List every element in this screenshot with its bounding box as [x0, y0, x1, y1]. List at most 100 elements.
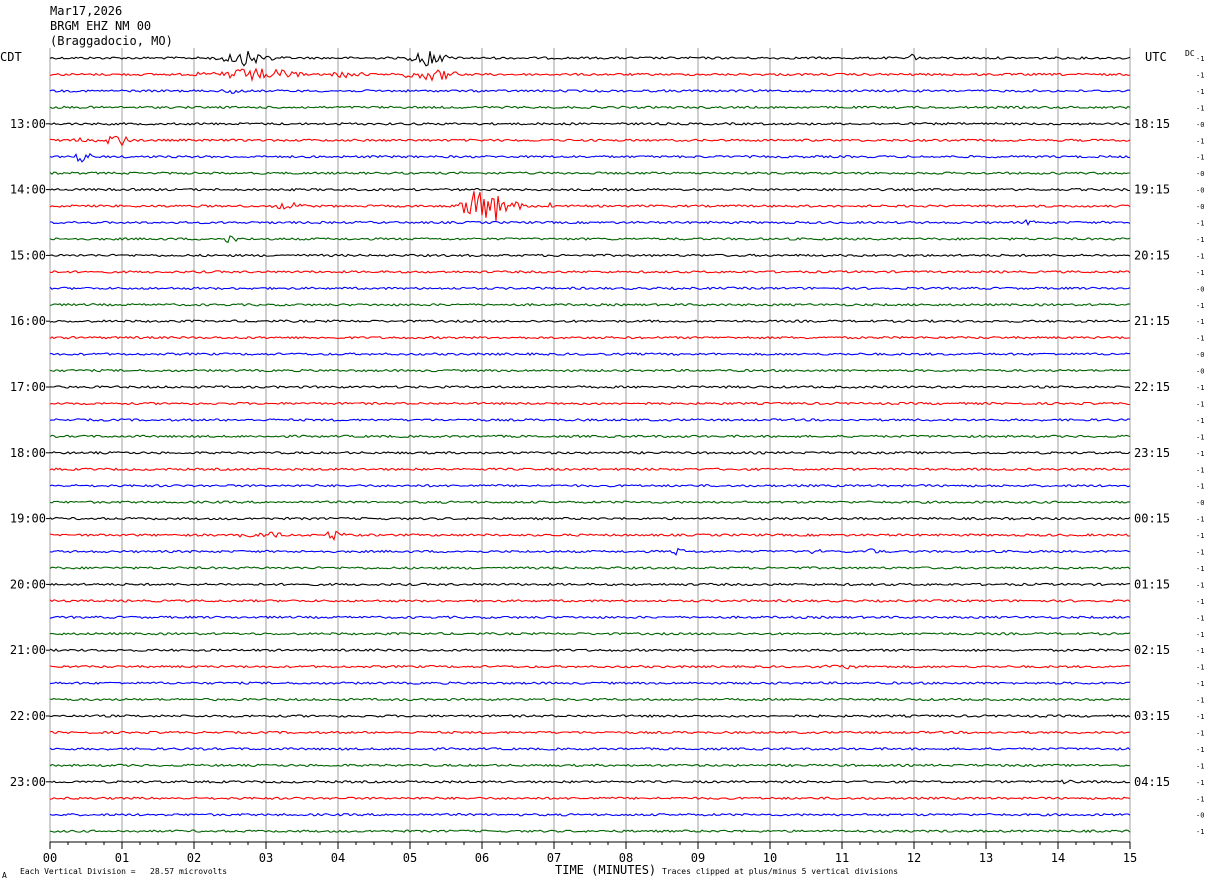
dc-offset-label: -1 [1196, 384, 1204, 392]
left-hour-label: 16:00 [10, 314, 46, 328]
x-tick-label: 14 [1051, 851, 1065, 865]
trace-row-44 [49, 779, 1131, 785]
right-hour-label: 20:15 [1134, 248, 1170, 262]
dc-offset-label: -1 [1196, 335, 1204, 343]
trace-row-15 [49, 302, 1131, 307]
dc-offset-label: -0 [1196, 170, 1204, 178]
x-tick-label: 06 [475, 851, 489, 865]
trace-row-11 [49, 235, 1131, 244]
dc-offset-label: -0 [1196, 499, 1204, 507]
dc-offset-label: -1 [1196, 450, 1204, 458]
dc-offset-label: -1 [1196, 417, 1204, 425]
trace-row-1 [49, 67, 1131, 83]
trace-row-43 [49, 763, 1131, 768]
trace-row-26 [49, 483, 1131, 488]
trace-row-45 [49, 796, 1131, 801]
dc-offset-label: -1 [1196, 252, 1204, 260]
trace-row-6 [49, 152, 1130, 163]
x-tick-label: 00 [43, 851, 57, 865]
dc-offset-label: -1 [1196, 680, 1204, 688]
dc-offset-label: -1 [1196, 137, 1204, 145]
left-hour-label: 19:00 [10, 512, 46, 526]
x-tick-label: 07 [547, 851, 561, 865]
dc-offset-label: -1 [1196, 532, 1204, 540]
trace-row-37 [49, 664, 1131, 670]
left-hour-label: 18:00 [10, 446, 46, 460]
dc-offset-label: -1 [1196, 483, 1204, 491]
trace-row-18 [49, 352, 1131, 357]
date-label: Mar17,2026 [50, 4, 123, 18]
dc-offset-label: -1 [1196, 88, 1204, 96]
trace-row-36 [49, 648, 1131, 653]
trace-row-46 [49, 812, 1131, 817]
dc-offset-label: -1 [1196, 516, 1204, 524]
right-hour-label: 18:15 [1134, 117, 1170, 131]
x-tick-label: 08 [619, 851, 633, 865]
dc-offset-label: -1 [1196, 236, 1204, 244]
left-hour-label: 17:00 [10, 380, 46, 394]
right-timezone-label: UTC [1145, 50, 1167, 64]
station-label: BRGM EHZ NM 00 [50, 19, 152, 33]
x-tick-label: 11 [835, 851, 849, 865]
trace-row-25 [49, 467, 1131, 472]
dc-offset-label: -1 [1196, 466, 1204, 474]
dc-offset-label: -1 [1196, 762, 1204, 770]
dc-offset-label: -1 [1196, 581, 1204, 589]
trace-row-9 [49, 191, 1131, 222]
dc-offset-label: -1 [1196, 828, 1204, 836]
x-tick-label: 03 [259, 851, 273, 865]
right-hour-label: 21:15 [1134, 314, 1170, 328]
right-hour-label: 01:15 [1134, 577, 1170, 591]
clip-note: Traces clipped at plus/minus 5 vertical … [662, 867, 899, 876]
x-tick-label: 05 [403, 851, 417, 865]
trace-row-27 [49, 500, 1131, 504]
trace-row-40 [49, 714, 1131, 718]
left-hour-label: 13:00 [10, 117, 46, 131]
dc-offset-label: -1 [1196, 549, 1204, 557]
right-hour-label: 00:15 [1134, 512, 1170, 526]
right-hour-label: 22:15 [1134, 380, 1170, 394]
x-tick-label: 13 [979, 851, 993, 865]
x-tick-label: 10 [763, 851, 777, 865]
dc-offset-label: -1 [1196, 795, 1204, 803]
x-tick-label: 04 [331, 851, 345, 865]
trace-row-23 [49, 434, 1131, 439]
dc-offset-label: -1 [1196, 154, 1204, 162]
dc-offset-label: -1 [1196, 697, 1204, 705]
right-hour-label: 04:15 [1134, 775, 1170, 789]
trace-row-42 [49, 747, 1131, 751]
dc-offset-label: -0 [1196, 187, 1204, 195]
right-hour-label: 03:15 [1134, 709, 1170, 723]
dc-offset-label: -1 [1196, 779, 1204, 787]
trace-row-17 [49, 335, 1131, 340]
dc-offset-label: -1 [1196, 220, 1204, 228]
trace-row-28 [49, 516, 1131, 521]
dc-offset-label: -1 [1196, 400, 1204, 408]
trace-row-16 [49, 319, 1131, 324]
left-hour-label: 22:00 [10, 709, 46, 723]
dc-offset-label: -1 [1196, 71, 1204, 79]
location-label: (Braggadocio, MO) [50, 34, 173, 48]
trace-row-21 [49, 401, 1130, 406]
trace-row-19 [49, 368, 1131, 373]
dc-offset-label: -1 [1196, 318, 1204, 326]
dc-offset-label: -0 [1196, 285, 1204, 293]
trace-row-0 [49, 50, 1131, 67]
left-hour-label: 15:00 [10, 248, 46, 262]
trace-row-35 [49, 631, 1131, 636]
trace-row-8 [49, 187, 1131, 192]
dc-offset-label: -0 [1196, 351, 1204, 359]
dc-offset-label: -0 [1196, 812, 1204, 820]
left-hour-label: 23:00 [10, 775, 46, 789]
trace-row-41 [49, 730, 1131, 735]
trace-row-29 [49, 530, 1131, 542]
trace-row-20 [49, 385, 1131, 389]
x-tick-label: 09 [691, 851, 705, 865]
trace-row-39 [49, 697, 1131, 702]
left-timezone-label: CDT [0, 50, 22, 64]
trace-row-30 [49, 547, 1131, 556]
trace-row-3 [49, 105, 1131, 110]
dc-offset-label: -1 [1196, 647, 1204, 655]
right-hour-label: 19:15 [1134, 183, 1170, 197]
